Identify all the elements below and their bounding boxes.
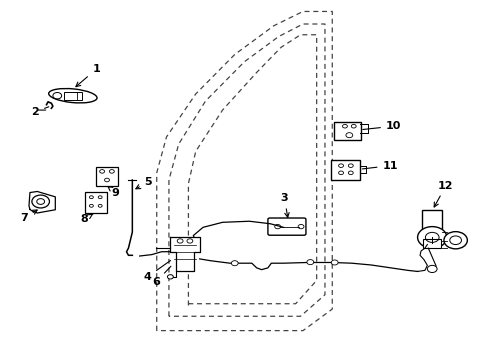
Ellipse shape (49, 89, 97, 103)
Circle shape (330, 260, 337, 265)
Circle shape (167, 275, 173, 279)
Text: 11: 11 (362, 161, 397, 171)
Text: 6: 6 (152, 266, 171, 287)
Circle shape (427, 265, 436, 273)
Text: 5: 5 (136, 177, 152, 189)
Circle shape (231, 261, 238, 266)
FancyBboxPatch shape (422, 239, 441, 248)
Text: 4: 4 (143, 261, 170, 282)
Polygon shape (170, 237, 199, 271)
FancyBboxPatch shape (421, 210, 442, 230)
Circle shape (443, 231, 467, 249)
Text: 8: 8 (80, 214, 93, 224)
Circle shape (32, 195, 49, 208)
Text: 9: 9 (108, 186, 120, 198)
Text: 10: 10 (362, 121, 401, 131)
Text: 3: 3 (280, 193, 288, 217)
FancyBboxPatch shape (267, 218, 305, 235)
FancyBboxPatch shape (84, 192, 107, 213)
FancyBboxPatch shape (330, 160, 359, 180)
Text: 7: 7 (20, 210, 37, 222)
Text: 12: 12 (433, 181, 453, 207)
Circle shape (306, 260, 313, 265)
Text: 1: 1 (76, 64, 100, 87)
Text: 2: 2 (31, 107, 49, 117)
Polygon shape (29, 192, 55, 213)
FancyBboxPatch shape (96, 167, 118, 186)
FancyBboxPatch shape (333, 122, 360, 140)
Circle shape (417, 226, 446, 248)
